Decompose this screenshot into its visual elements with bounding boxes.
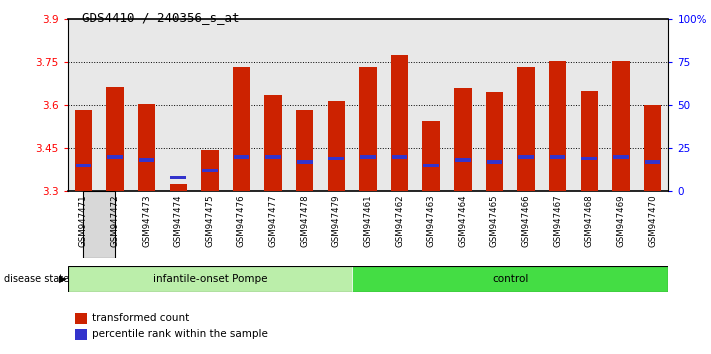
Bar <box>138 104 155 191</box>
Bar <box>75 164 91 167</box>
Text: GSM947472: GSM947472 <box>110 195 119 247</box>
Bar <box>392 155 407 159</box>
Bar <box>169 184 187 191</box>
Text: GSM947467: GSM947467 <box>553 195 562 247</box>
Text: GSM947468: GSM947468 <box>584 195 594 247</box>
Text: GSM947473: GSM947473 <box>142 195 151 247</box>
Text: GSM947466: GSM947466 <box>522 195 530 247</box>
Text: disease state: disease state <box>4 274 69 284</box>
Bar <box>75 313 87 324</box>
Bar <box>455 158 471 162</box>
Bar <box>518 67 535 191</box>
Text: transformed count: transformed count <box>92 313 190 323</box>
Text: GSM947478: GSM947478 <box>300 195 309 247</box>
Bar <box>264 95 282 191</box>
Bar <box>581 91 598 191</box>
Bar <box>106 87 124 191</box>
Bar <box>82 191 115 258</box>
Bar <box>644 105 661 191</box>
Bar <box>139 158 154 162</box>
Bar <box>75 329 87 340</box>
Text: infantile-onset Pompe: infantile-onset Pompe <box>153 274 267 284</box>
Bar <box>549 61 567 191</box>
Bar <box>328 157 344 160</box>
Bar <box>486 92 503 191</box>
Text: GSM947477: GSM947477 <box>269 195 277 247</box>
Bar <box>232 67 250 191</box>
Text: GSM947474: GSM947474 <box>173 195 183 247</box>
Text: ▶: ▶ <box>59 274 67 284</box>
Bar <box>234 155 250 159</box>
Text: GSM947469: GSM947469 <box>616 195 626 247</box>
Text: GSM947465: GSM947465 <box>490 195 499 247</box>
Bar <box>422 121 440 191</box>
Bar <box>359 67 377 191</box>
Bar <box>645 160 661 164</box>
Bar <box>68 266 352 292</box>
Text: percentile rank within the sample: percentile rank within the sample <box>92 329 268 339</box>
Text: GSM947464: GSM947464 <box>459 195 467 247</box>
Bar <box>75 110 92 191</box>
Bar <box>582 157 597 160</box>
Bar <box>612 61 630 191</box>
Bar <box>391 55 408 191</box>
Text: GDS4410 / 240356_s_at: GDS4410 / 240356_s_at <box>82 11 240 24</box>
Text: GSM947476: GSM947476 <box>237 195 246 247</box>
Bar <box>423 164 439 167</box>
Text: GSM947475: GSM947475 <box>205 195 214 247</box>
Bar <box>201 150 218 191</box>
Bar <box>171 176 186 179</box>
Text: control: control <box>492 274 528 284</box>
Bar <box>297 160 313 164</box>
Bar <box>454 88 471 191</box>
Bar <box>107 155 123 159</box>
Text: GSM947463: GSM947463 <box>427 195 436 247</box>
Text: GSM947479: GSM947479 <box>332 195 341 247</box>
Text: GSM947471: GSM947471 <box>79 195 88 247</box>
Bar <box>486 160 502 164</box>
Bar <box>360 155 376 159</box>
Bar <box>352 266 668 292</box>
Bar <box>202 169 218 172</box>
Text: GSM947461: GSM947461 <box>363 195 373 247</box>
Bar <box>550 155 565 159</box>
Text: GSM947470: GSM947470 <box>648 195 657 247</box>
Bar <box>296 110 314 191</box>
Text: GSM947462: GSM947462 <box>395 195 404 247</box>
Bar <box>265 155 281 159</box>
Bar <box>328 101 345 191</box>
Bar <box>613 155 629 159</box>
Bar <box>518 155 534 159</box>
